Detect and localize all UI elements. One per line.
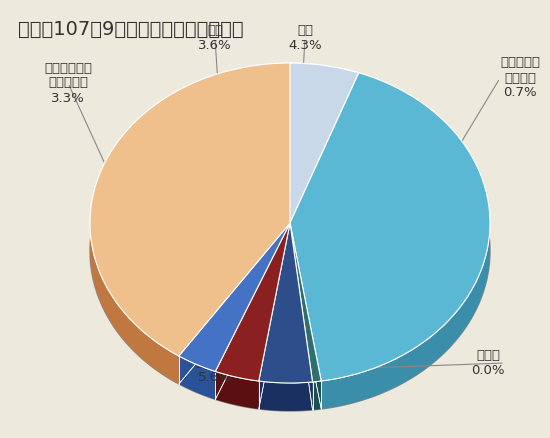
Text: 鐵鋁罐及其
他金屬類
0.7%: 鐵鋁罐及其 他金屬類 0.7% xyxy=(500,57,540,99)
Polygon shape xyxy=(321,228,490,409)
Text: 玻璃燈管、酒
瓶、飲料瓶
3.3%: 玻璃燈管、酒 瓶、飲料瓶 3.3% xyxy=(44,61,92,105)
Polygon shape xyxy=(259,381,312,411)
Polygon shape xyxy=(90,91,490,411)
Text: 其他塑膠類
5.6%: 其他塑膠類 5.6% xyxy=(195,356,235,384)
Text: 寶特瓶、蓋
40.7%: 寶特瓶、蓋 40.7% xyxy=(144,209,186,237)
Polygon shape xyxy=(290,223,321,382)
Polygon shape xyxy=(90,63,490,383)
Text: 保麗龍、泡棉
42.0%: 保麗龍、泡棉 42.0% xyxy=(326,214,374,242)
Text: 其他
3.6%: 其他 3.6% xyxy=(198,24,232,52)
Polygon shape xyxy=(216,371,259,409)
Polygon shape xyxy=(312,381,321,410)
Polygon shape xyxy=(90,228,179,384)
Polygon shape xyxy=(216,223,290,381)
Polygon shape xyxy=(290,63,359,223)
Text: 漁具
4.3%: 漁具 4.3% xyxy=(288,24,322,52)
Text: 鋁箔包
0.0%: 鋁箔包 0.0% xyxy=(471,349,505,377)
Polygon shape xyxy=(90,63,290,356)
Polygon shape xyxy=(290,73,490,381)
Polygon shape xyxy=(179,223,290,371)
Text: 東沙島107年9月海灘廢棄物項目百分比: 東沙島107年9月海灘廢棄物項目百分比 xyxy=(18,20,244,39)
Polygon shape xyxy=(259,223,312,383)
Polygon shape xyxy=(179,356,216,399)
